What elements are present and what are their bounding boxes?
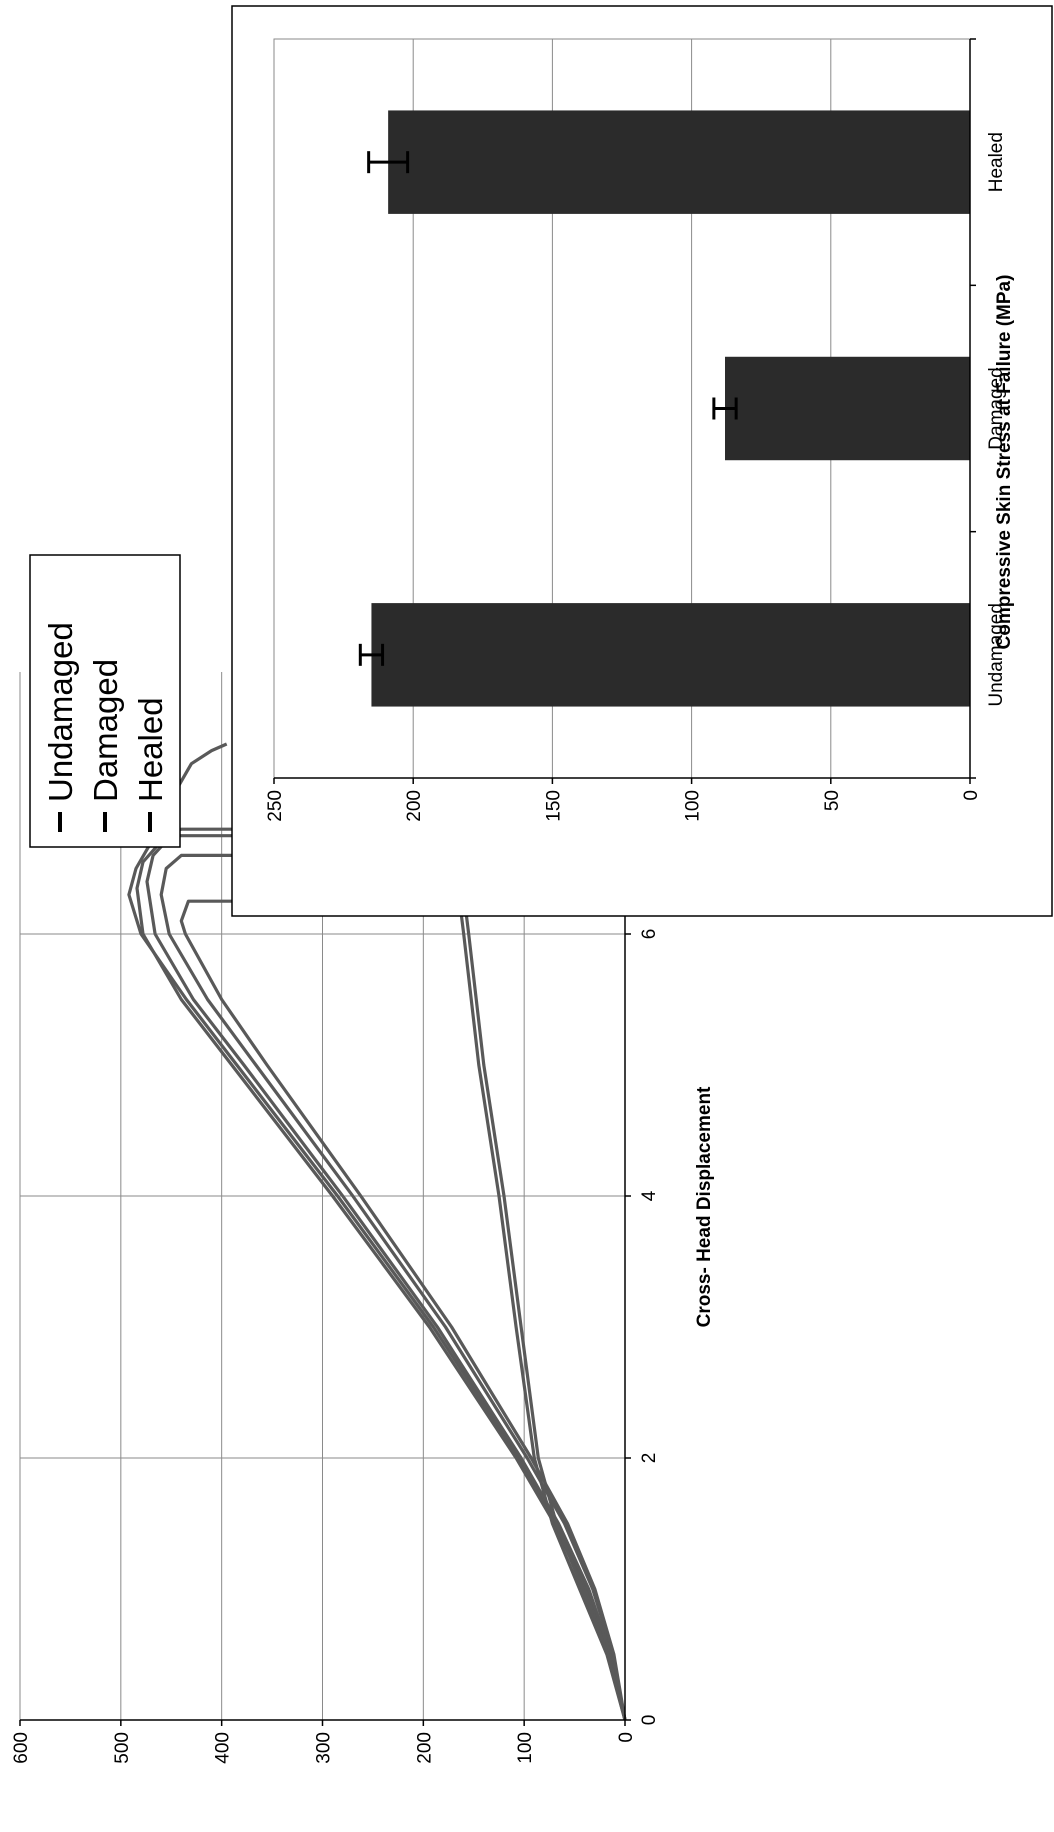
main-y-tick-label: 300 (314, 1732, 335, 1764)
series-line-healed (159, 853, 627, 1721)
inset-y-tick-label: 50 (822, 790, 843, 811)
legend-label-healed: Healed (132, 697, 169, 802)
inset-y-axis-title: Compressive Skin Stress at Failure (MPa) (994, 275, 1015, 650)
bar-damaged (725, 356, 970, 461)
main-y-tick-label: 200 (414, 1732, 435, 1764)
series-line-undamaged (135, 827, 627, 1721)
inset-y-tick-label: 0 (961, 790, 982, 801)
main-axes: 0 2 4 6 0 100 200 300 400 500 600 (11, 672, 660, 1764)
series-line-healed (179, 899, 627, 1721)
legend-frame (29, 554, 181, 848)
inset-bars (358, 110, 971, 707)
main-x-tick-label: 4 (639, 1190, 660, 1201)
main-y-tick-label: 100 (515, 1732, 536, 1764)
main-y-tick-label: 600 (11, 1732, 32, 1764)
legend: Undamaged Damaged Healed (29, 554, 181, 848)
inset-y-tick-label: 150 (543, 790, 564, 822)
main-x-axis-title: Cross- Head Displacement (694, 1086, 715, 1327)
main-y-tick-label: 0 (616, 1732, 637, 1743)
main-gridlines (19, 672, 625, 1720)
main-y-tick-label: 500 (112, 1732, 133, 1764)
inset-category-label: Healed (986, 132, 1007, 192)
main-x-tick-label: 0 (639, 1715, 660, 1726)
inset-y-tick-label: 200 (404, 790, 425, 822)
inset-category-label: Damaged (986, 367, 1007, 449)
main-x-tick-label: 2 (639, 1453, 660, 1464)
bar-healed (388, 110, 971, 214)
inset-axes: Undamaged Damaged Healed 0 50 100 150 200 250 (265, 38, 1007, 822)
inset-category-label: Undamaged (986, 603, 1007, 707)
legend-label-damaged: Damaged (87, 659, 124, 802)
legend-label-undamaged: Undamaged (42, 622, 79, 802)
inset-y-tick-label: 100 (683, 790, 704, 822)
series-line-undamaged (145, 834, 627, 1721)
inset-y-tick-label: 250 (265, 790, 286, 822)
bar-undamaged (371, 603, 970, 707)
main-x-tick-label: 6 (639, 929, 660, 940)
main-y-tick-label: 400 (213, 1732, 234, 1764)
